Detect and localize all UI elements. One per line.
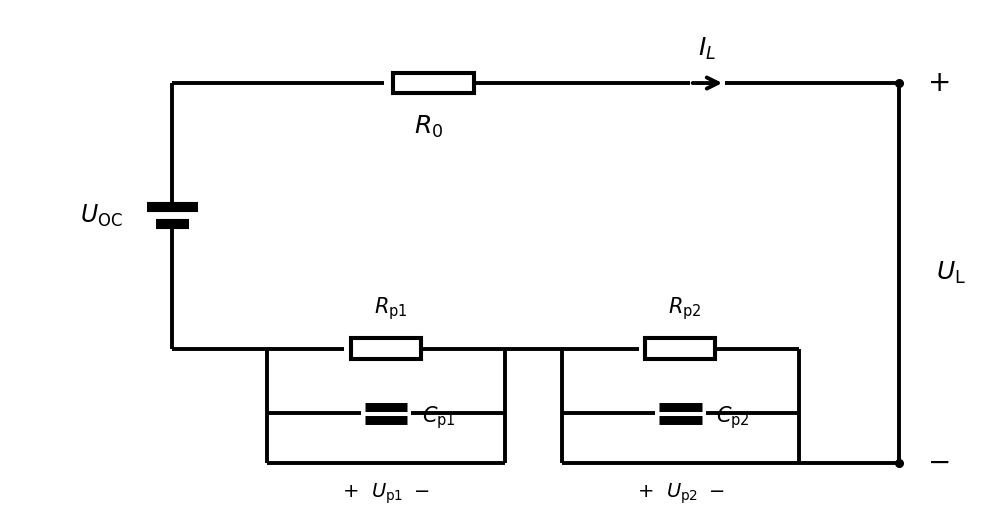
Text: $I_L$: $I_L$	[698, 36, 716, 62]
Bar	[645, 338, 715, 359]
Text: $+\ \ U_{\rm p2}\ -$: $+\ \ U_{\rm p2}\ -$	[637, 482, 724, 506]
Text: $U_{\rm L}$: $U_{\rm L}$	[936, 260, 966, 286]
Text: $C_{\rm p1}$: $C_{\rm p1}$	[422, 404, 456, 431]
Text: $-$: $-$	[927, 449, 950, 477]
Text: $R_0$: $R_0$	[414, 113, 443, 140]
Text: $+\ \ U_{\rm p1}\ -$: $+\ \ U_{\rm p1}\ -$	[342, 482, 430, 506]
Bar	[393, 73, 474, 93]
Text: $R_{\rm p2}$: $R_{\rm p2}$	[668, 296, 702, 322]
Bar	[351, 338, 421, 359]
Text: $C_{\rm p2}$: $C_{\rm p2}$	[716, 404, 750, 431]
Text: $U_{\rm OC}$: $U_{\rm OC}$	[80, 203, 123, 229]
Text: $+$: $+$	[927, 70, 950, 97]
Text: $R_{\rm p1}$: $R_{\rm p1}$	[374, 296, 408, 322]
